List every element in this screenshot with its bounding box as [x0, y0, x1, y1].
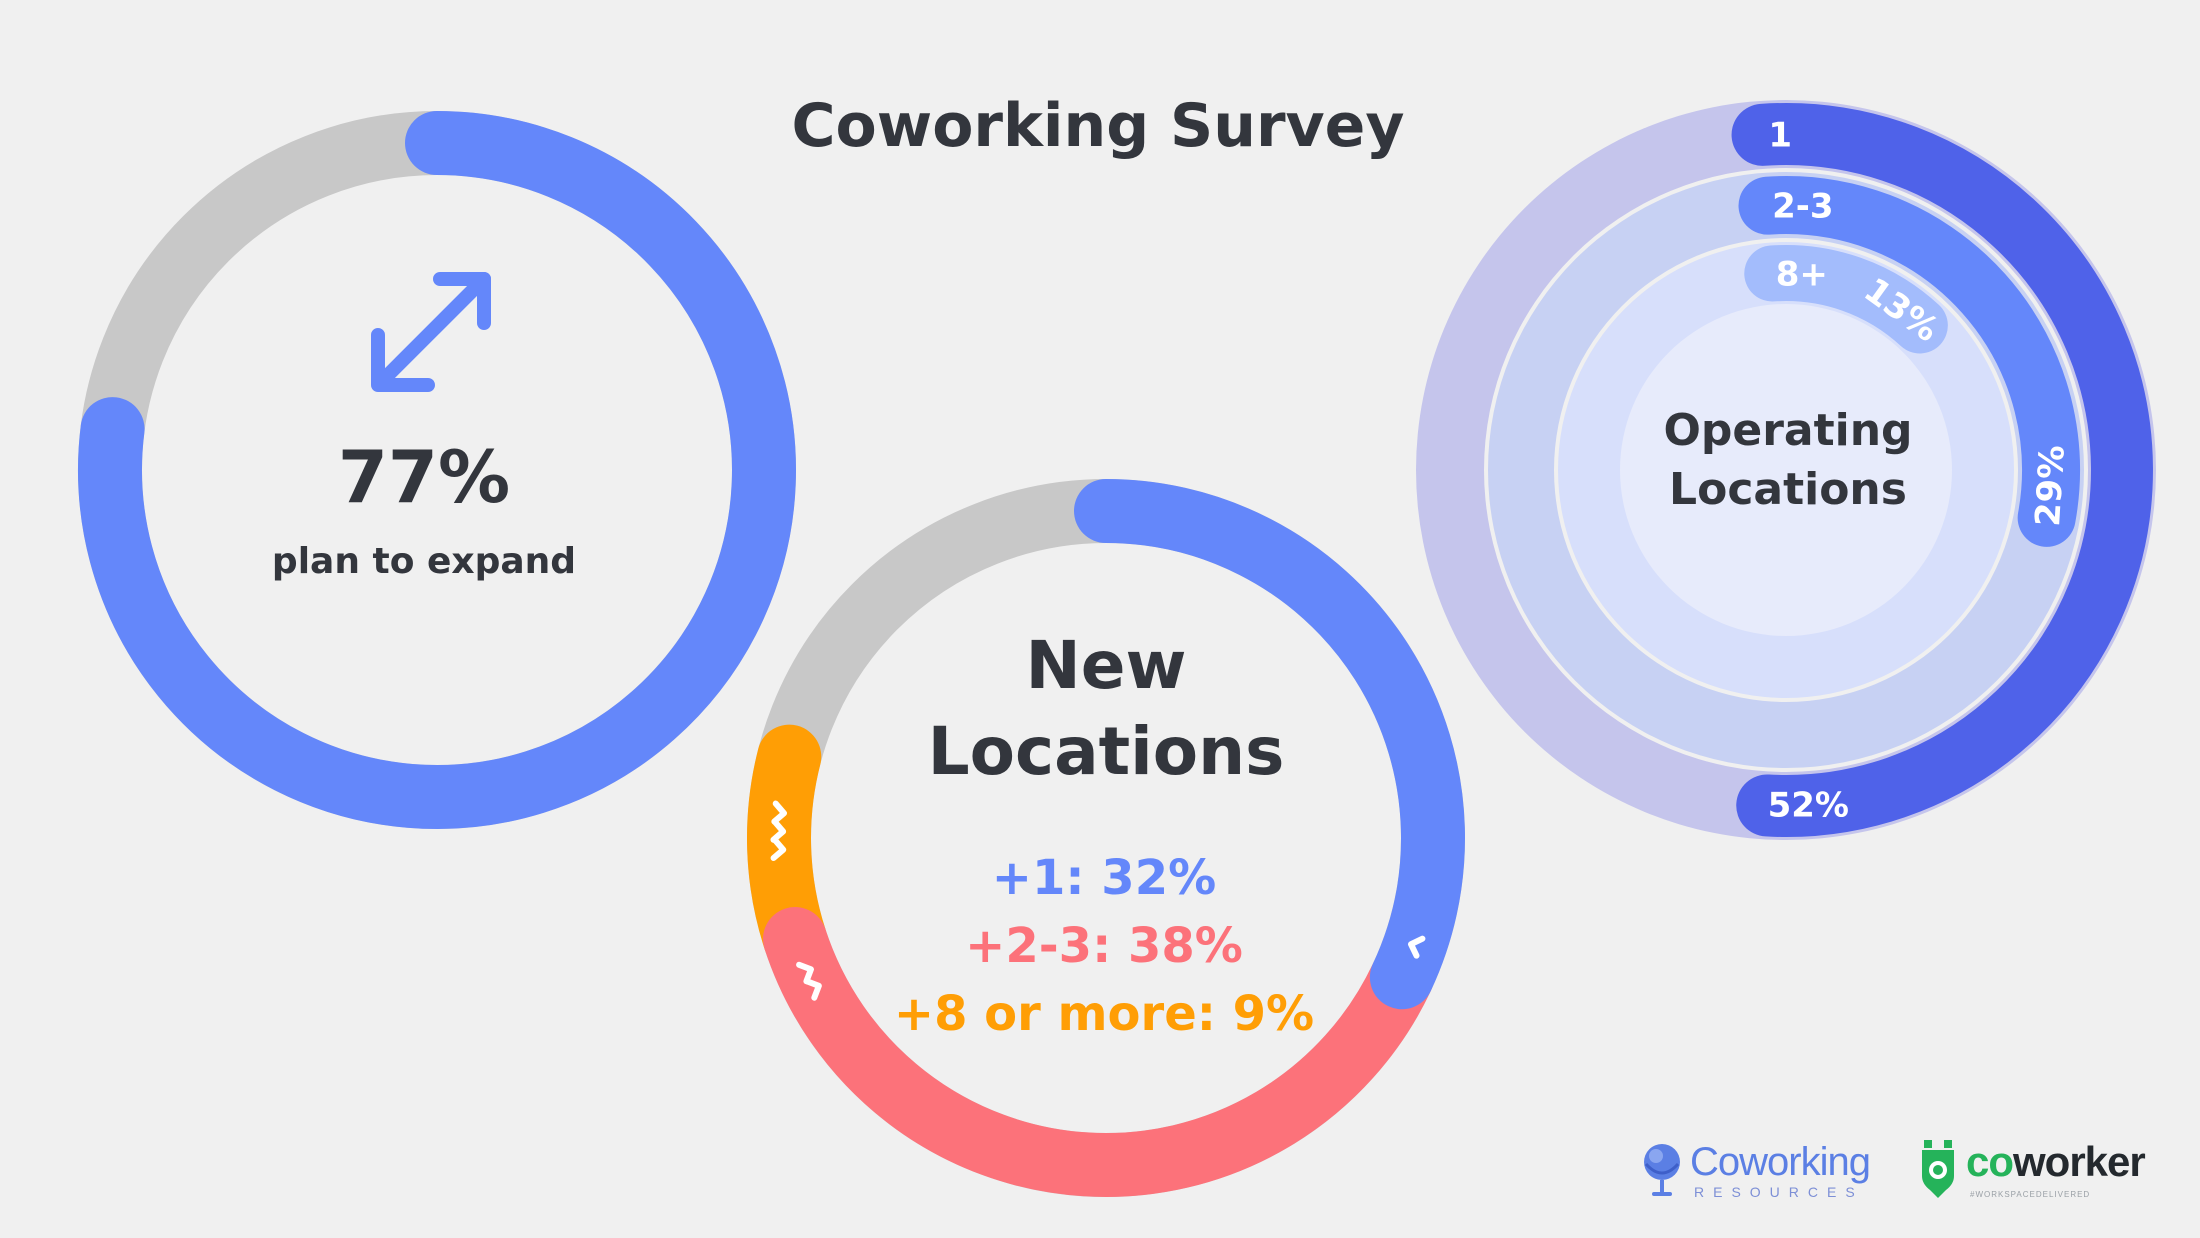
chevron-mark: [803, 978, 822, 1001]
chevron-mark: [1407, 935, 1426, 959]
expand-percent-value: 77%: [338, 435, 510, 519]
operating-locations-radial-chart: 152%2-329%8+ 13% Operating Locations: [1416, 100, 2156, 840]
chevron-mark: [771, 800, 788, 825]
coworking-logo-subtitle: RESOURCES: [1694, 1184, 1864, 1200]
operating-arc-1: [1731, 103, 2153, 837]
new-locations-donut-chart: New Locations +1: 32% +2-3: 38% +8 or mo…: [747, 479, 1465, 1197]
coworker-logo-word: coworker: [1966, 1138, 2146, 1185]
location-pin-icon: [1922, 1140, 1954, 1198]
operating-series-label: 8+: [1776, 254, 1828, 294]
new-locations-title-line-1: New: [1026, 627, 1187, 704]
chevron-mark: [796, 961, 814, 985]
operating-series-label: 2-3: [1772, 186, 1833, 226]
legend-plus-1: +1: 32%: [992, 850, 1216, 906]
operating-arc-2-3: [1738, 176, 2080, 547]
coworker-logo-subtitle: #WORKSPACEDELIVERED: [1970, 1190, 2091, 1199]
chevron-triple-icon: [770, 800, 788, 862]
chevron-mark: [770, 837, 787, 862]
partner-logos: Coworking RESOURCES coworker #WORKSPACED…: [1640, 1138, 2170, 1208]
expand-arrows-icon: [371, 272, 491, 392]
new-locations-arc-1: [763, 907, 1434, 1197]
legend-plus-8-or-more: +8 or more: 9%: [894, 986, 1314, 1042]
chevron-mark: [770, 818, 787, 843]
operating-arc-8+: [1744, 245, 1948, 354]
new-locations-arc-0: [1074, 479, 1465, 1010]
expand-donut-chart: 77% plan to expand: [78, 111, 796, 829]
operating-locations-title-line-2: Locations: [1669, 464, 1907, 515]
expand-label: plan to expand: [272, 541, 576, 582]
chevron-single-icon: [1407, 935, 1426, 959]
operating-series-label: 1: [1768, 116, 1792, 156]
expand-arc: [78, 111, 796, 829]
page-title: Coworking Survey: [792, 91, 1405, 161]
new-locations-title-line-2: Locations: [928, 713, 1285, 790]
coworking-logo-word: Coworking: [1690, 1140, 1871, 1184]
chevron-double-icon: [796, 961, 822, 1001]
globe-icon: [1644, 1144, 1680, 1196]
operating-locations-title-line-1: Operating: [1663, 405, 1912, 456]
operating-value-label: 52%: [1768, 785, 1849, 825]
operating-value-label: 29%: [2028, 444, 2073, 528]
legend-plus-2-3: +2-3: 38%: [965, 918, 1243, 974]
